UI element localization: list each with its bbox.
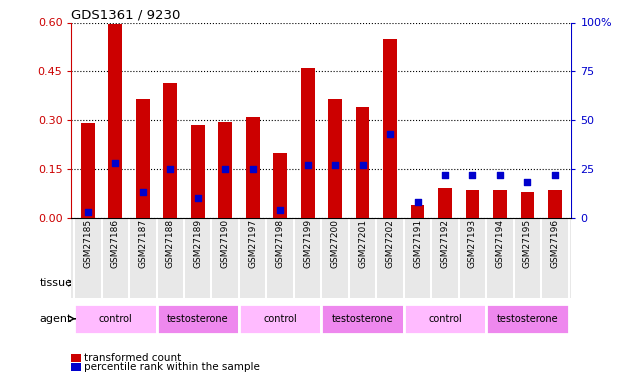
Text: lacrimal gland: lacrimal gland [119,278,194,288]
Bar [191,125,205,217]
Point [330,162,340,168]
Point [165,166,175,172]
Point [220,166,230,172]
Bar [356,107,369,218]
Point [83,209,93,214]
Point [358,162,368,168]
Bar [329,99,342,218]
Bar [322,304,404,334]
Point [412,199,422,205]
Bar [404,304,486,334]
Bar [81,123,95,218]
Text: testosterone: testosterone [332,314,393,324]
Point [302,162,312,168]
Bar [239,304,322,334]
Point [193,195,202,201]
Point [522,179,532,185]
Point [440,172,450,178]
Text: GDS1361 / 9230: GDS1361 / 9230 [71,8,181,21]
Bar [136,99,150,218]
Bar [74,304,156,334]
Text: control: control [263,314,297,324]
Bar [383,39,397,218]
Text: submandibular gland: submandibular gland [266,278,377,288]
Point [495,172,505,178]
Bar [273,153,287,218]
Bar [219,122,232,218]
Bar [156,304,239,334]
Bar [520,192,534,217]
Bar [74,268,239,298]
Point [111,160,120,166]
Bar [246,117,260,218]
Point [468,172,478,178]
Text: transformed count: transformed count [84,353,181,363]
Bar [493,190,507,217]
Text: control: control [428,314,462,324]
Bar [301,68,314,218]
Text: tissue: tissue [39,278,72,288]
Point [550,172,560,178]
Bar [109,24,122,218]
Text: testosterone: testosterone [497,314,558,324]
Point [138,189,148,195]
Text: control: control [99,314,132,324]
Point [275,207,285,213]
Bar [163,82,177,218]
Point [385,130,395,136]
Bar [486,304,569,334]
Text: percentile rank within the sample: percentile rank within the sample [84,362,260,372]
Bar [404,268,569,298]
Point [248,166,258,172]
Bar [438,188,452,218]
Text: agent: agent [40,314,72,324]
Text: meibomian gland: meibomian gland [441,278,532,288]
Bar [239,268,404,298]
Bar [410,204,424,218]
Bar [466,190,479,217]
Bar [548,190,562,217]
Text: testosterone: testosterone [167,314,229,324]
